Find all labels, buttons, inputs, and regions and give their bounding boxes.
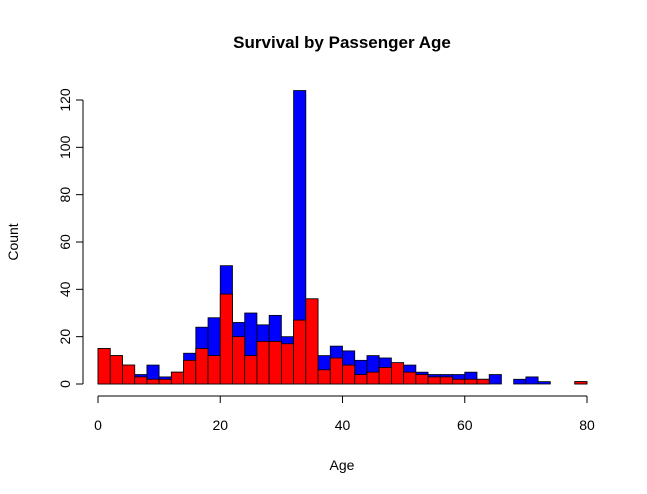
bar-red-bin-10 — [158, 378, 172, 385]
bar-blue-bin-72 — [537, 381, 551, 385]
bar-red-bin-48 — [390, 362, 405, 385]
series-red-bars — [97, 293, 588, 385]
bar-red-bin-58 — [452, 378, 466, 385]
bar-red-bin-4 — [122, 364, 136, 385]
x-tick-label-60: 60 — [457, 417, 473, 433]
bar-red-bin-62 — [476, 378, 490, 385]
bar-red-bin-40 — [342, 364, 356, 385]
y-tick-label-100: 100 — [57, 135, 73, 159]
y-tick-label-120: 120 — [57, 88, 73, 112]
bar-red-bin-52 — [415, 374, 429, 385]
y-axis-label: Count — [5, 223, 21, 260]
y-axis: 0 20 40 60 80 100 120 — [57, 88, 84, 388]
x-axis: 0 20 40 60 80 — [94, 395, 595, 433]
bar-red-bin-16 — [195, 348, 209, 385]
bar-red-bin-46 — [378, 367, 392, 385]
y-tick-label-80: 80 — [57, 187, 73, 203]
bar-red-bin-2 — [109, 355, 123, 385]
chart-title: Survival by Passenger Age — [233, 33, 451, 52]
bar-red-bin-36 — [317, 369, 331, 385]
bar-red-bin-8 — [146, 378, 160, 385]
bar-red-bin-42 — [354, 374, 368, 385]
bar-red-bin-54 — [427, 376, 441, 385]
bar-red-bin-32 — [293, 319, 307, 385]
bar-red-bin-56 — [439, 376, 453, 385]
bar-red-bin-60 — [464, 378, 478, 385]
bar-red-bin-22 — [232, 336, 246, 385]
bar-red-bin-14 — [183, 359, 197, 385]
bar-red-bin-34 — [305, 298, 319, 385]
bar-red-bin-18 — [207, 355, 221, 385]
bar-blue-bin-68 — [513, 378, 527, 385]
bar-red-bin-6 — [134, 376, 148, 385]
y-tick-label-20: 20 — [57, 329, 73, 345]
bar-red-bin-24 — [244, 355, 258, 385]
y-tick-label-0: 0 — [57, 380, 73, 388]
bar-red-bin-50 — [403, 371, 417, 385]
bar-red-bin-26 — [256, 340, 270, 385]
bar-red-bin-20 — [219, 293, 233, 385]
x-tick-label-80: 80 — [579, 417, 595, 433]
bar-red-bin-30 — [280, 343, 295, 385]
bar-red-bin-44 — [366, 371, 380, 385]
y-tick-label-60: 60 — [57, 234, 73, 250]
bar-red-bin-12 — [170, 371, 184, 385]
x-tick-label-0: 0 — [94, 417, 102, 433]
bar-red-bin-78 — [574, 381, 588, 385]
bar-red-bin-28 — [268, 340, 282, 385]
x-axis-label: Age — [330, 457, 355, 473]
bar-blue-bin-70 — [525, 376, 539, 385]
bar-red-bin-38 — [329, 357, 343, 385]
bar-red-bin-0 — [97, 348, 111, 385]
y-tick-label-40: 40 — [57, 281, 73, 297]
x-tick-label-40: 40 — [335, 417, 351, 433]
x-tick-label-20: 20 — [212, 417, 228, 433]
series-blue-bars — [97, 90, 588, 385]
bar-blue-bin-64 — [488, 374, 502, 385]
